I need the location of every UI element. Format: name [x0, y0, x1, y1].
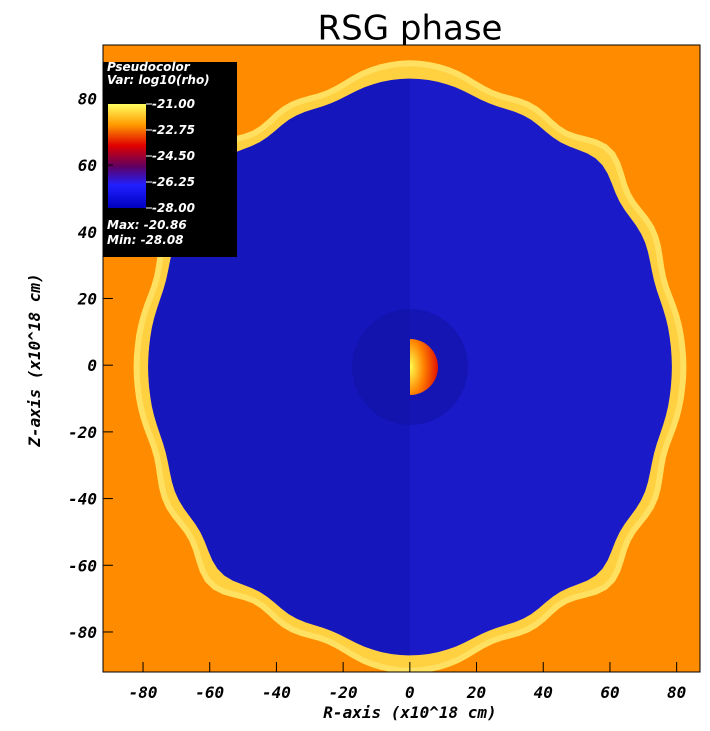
y-tick-label: 80 — [78, 89, 97, 108]
legend-min: Min: -28.08 — [107, 233, 184, 247]
colorbar-tick-label: -22.75 — [152, 123, 195, 137]
legend: Pseudocolor Var: log10(rho) Max: -20.86 … — [103, 60, 237, 257]
x-tick-label: -60 — [195, 683, 224, 702]
y-tick-label: 20 — [77, 289, 97, 308]
x-tick-label: -40 — [262, 683, 291, 702]
colorbar-tick-label: -24.50 — [152, 149, 195, 163]
colorbar-tick-label: -26.25 — [152, 175, 195, 189]
legend-max: Max: -20.86 — [107, 218, 187, 232]
star-region — [410, 339, 438, 395]
x-tick-label: 60 — [600, 683, 619, 702]
chart-title: RSG phase — [318, 9, 503, 49]
x-tick-label: -80 — [129, 683, 158, 702]
y-axis-label: Z-axis (x10^18 cm) — [25, 273, 44, 447]
x-tick-label: -20 — [329, 683, 358, 702]
y-tick-label: -20 — [68, 423, 97, 442]
legend-var: Var: log10(rho) — [107, 73, 210, 87]
y-tick-label: -80 — [68, 623, 97, 642]
colorbar-tick-label: -28.00 — [152, 201, 195, 215]
x-tick-label: 0 — [405, 683, 415, 702]
legend-title: Pseudocolor — [107, 60, 191, 74]
y-tick-label: -40 — [68, 490, 97, 509]
colorbar-tick-label: -21.00 — [152, 97, 195, 111]
x-axis-label: R-axis (x10^18 cm) — [323, 703, 496, 722]
colorbar — [108, 104, 146, 208]
y-tick-label: 60 — [78, 156, 97, 175]
y-tick-label: 0 — [87, 356, 97, 375]
x-tick-label: 20 — [466, 683, 486, 702]
plot-frame — [102, 44, 701, 673]
x-tick-label: 80 — [667, 683, 686, 702]
x-tick-label: 40 — [534, 683, 553, 702]
y-tick-label: 40 — [78, 223, 97, 242]
y-tick-label: -60 — [68, 556, 97, 575]
